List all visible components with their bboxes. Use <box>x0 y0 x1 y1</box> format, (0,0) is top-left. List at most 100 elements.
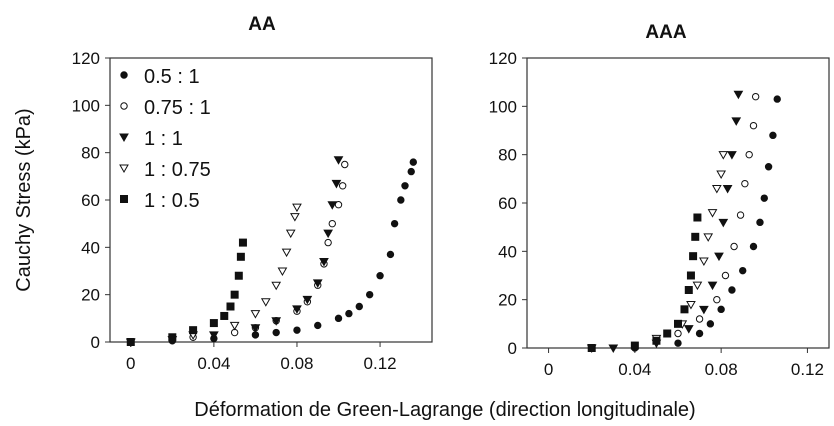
plot-frame-aaa <box>526 57 830 349</box>
y-tick-label: 40 <box>81 238 100 257</box>
data-point <box>713 295 721 304</box>
data-point <box>751 92 760 101</box>
y-tick-label: 20 <box>498 291 517 310</box>
data-point <box>692 281 703 291</box>
legend-label: 1 : 0.5 <box>144 190 200 212</box>
data-point <box>331 179 342 189</box>
data-point <box>209 319 218 328</box>
data-point <box>630 341 639 350</box>
data-point <box>739 266 747 275</box>
data-point <box>281 248 292 258</box>
data-point <box>699 257 709 267</box>
x-tick-label: 0.12 <box>364 354 397 373</box>
legend-marker <box>119 164 129 174</box>
data-point <box>333 156 344 165</box>
data-point <box>608 344 619 354</box>
data-point <box>277 267 288 277</box>
data-point <box>209 331 219 340</box>
data-point <box>407 167 415 176</box>
data-point <box>341 160 349 169</box>
data-point <box>376 272 384 280</box>
data-point <box>401 182 409 190</box>
data-point <box>773 95 781 103</box>
data-point <box>674 319 682 328</box>
legend-label: 0.75 : 1 <box>144 97 211 119</box>
data-point <box>334 314 343 323</box>
data-point <box>292 305 302 314</box>
data-point <box>272 328 280 337</box>
y-tick-label: 0 <box>91 333 100 352</box>
data-point <box>689 252 698 261</box>
data-point <box>323 229 333 239</box>
data-point <box>587 344 596 352</box>
y-tick-label: 40 <box>498 242 517 261</box>
data-point <box>365 290 374 299</box>
y-tick-label: 100 <box>72 96 100 115</box>
data-point <box>290 213 300 222</box>
data-point <box>699 305 709 315</box>
data-point <box>728 286 736 294</box>
y-tick-label: 60 <box>498 194 517 213</box>
data-point <box>683 325 694 334</box>
legend-marker <box>119 133 129 143</box>
data-point <box>717 305 725 314</box>
data-point <box>695 329 704 338</box>
x-tick-label: 0.04 <box>618 360 651 379</box>
data-point <box>736 211 745 219</box>
y-axis-label: Cauchy Stress (kPa) <box>13 108 35 291</box>
data-point <box>769 131 777 140</box>
plot-marks-aaa <box>586 90 781 354</box>
plot-marks-aa <box>125 156 418 348</box>
data-point <box>760 194 768 202</box>
data-point <box>707 281 718 291</box>
data-point <box>327 201 338 210</box>
data-point <box>716 170 727 180</box>
data-point <box>674 329 682 338</box>
data-point <box>314 321 322 330</box>
chart-title-aa: AA <box>248 14 276 35</box>
y-tick-label: 20 <box>81 286 100 305</box>
data-point <box>663 329 672 338</box>
y-tick-label: 100 <box>489 97 517 116</box>
data-point <box>718 151 729 160</box>
data-point <box>680 305 689 314</box>
legend-label: 1 : 1 <box>144 128 183 150</box>
data-point <box>226 302 235 311</box>
legend-marker <box>120 102 128 110</box>
axis-ticks-aa: 0 20 40 60 80 100 120 0 0.04 0.08 0.12 <box>72 49 397 373</box>
data-point <box>397 196 405 204</box>
data-point <box>722 185 733 194</box>
data-point <box>727 151 737 160</box>
data-point <box>386 250 395 259</box>
data-point <box>271 317 282 326</box>
data-point <box>328 219 336 228</box>
data-point <box>684 286 693 294</box>
data-point <box>338 182 347 190</box>
x-tick-label: 0 <box>126 354 135 373</box>
data-point <box>707 209 718 218</box>
data-point <box>691 232 700 241</box>
data-point <box>721 271 730 280</box>
x-axis-label: Déformation de Green-Lagrange (direction… <box>194 399 695 421</box>
data-point <box>703 233 714 242</box>
y-tick-label: 80 <box>498 146 517 165</box>
data-point <box>652 336 661 345</box>
chart-panel-aaa: AAA 0 20 40 60 80 100 120 0 0.04 0.08 0.12 <box>489 22 830 379</box>
data-point <box>189 326 198 335</box>
data-point <box>706 320 715 328</box>
data-point <box>749 242 758 251</box>
y-tick-label: 60 <box>81 191 100 210</box>
legend-label: 0.5 : 1 <box>144 66 200 88</box>
data-point <box>334 201 343 209</box>
data-point <box>250 324 261 333</box>
data-point <box>711 185 722 194</box>
data-point <box>345 309 353 318</box>
y-tick-label: 120 <box>72 49 100 68</box>
data-point <box>718 218 729 228</box>
data-point <box>390 219 399 228</box>
data-point <box>126 338 135 346</box>
data-point <box>312 279 323 288</box>
data-point <box>693 213 702 222</box>
